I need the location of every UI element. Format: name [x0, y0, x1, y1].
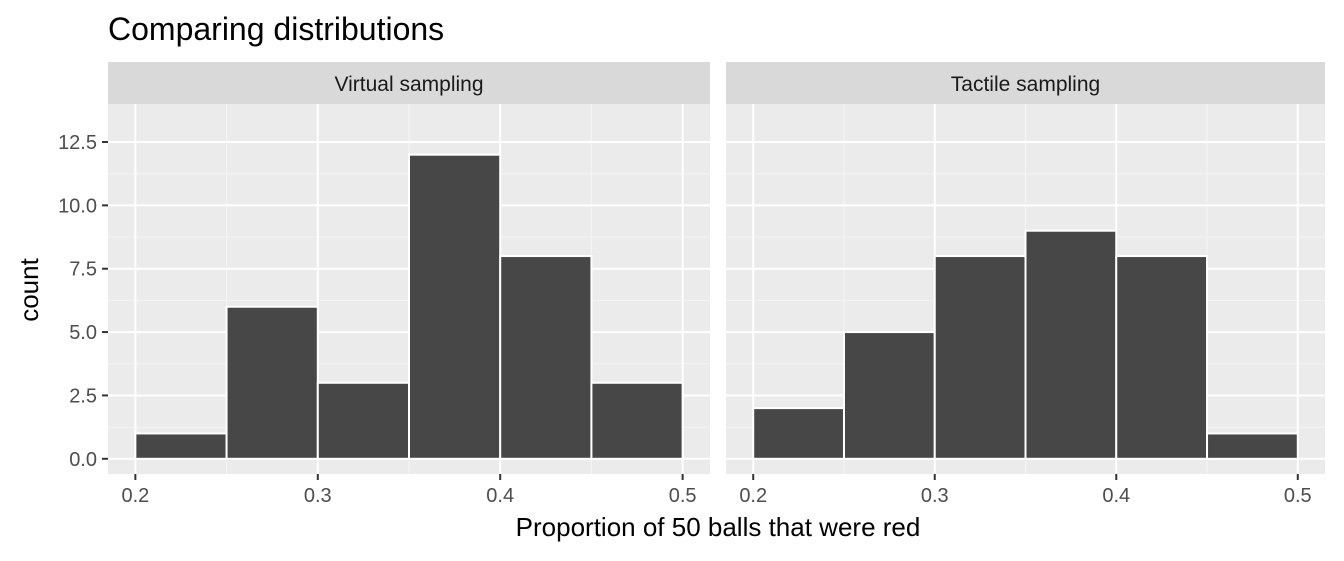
x-tick-label: 0.2: [739, 485, 767, 507]
histogram-bar: [1115, 255, 1209, 460]
histogram-bar: [842, 331, 936, 460]
histogram-bar: [590, 381, 684, 460]
x-axes: 0.2 0.3 0.4 0.5 0.2 0.3 0.4 0.5: [121, 474, 1312, 507]
facet-panels: Virtual sampling Tactile sampling: [108, 62, 1325, 474]
x-tick-label: 0.2: [121, 485, 149, 507]
y-tick-label: 2.5: [69, 385, 97, 407]
facet-strip: [726, 62, 1325, 104]
y-axis-label: count: [14, 257, 44, 321]
histogram-bar: [1206, 432, 1299, 460]
x-tick-label: 0.4: [486, 485, 514, 507]
histogram-bar: [316, 381, 410, 460]
x-axis: 0.2 0.3 0.4 0.5: [121, 474, 697, 507]
x-tick-label: 0.3: [921, 485, 949, 507]
x-tick-label: 0.5: [669, 485, 697, 507]
histogram-bar: [408, 153, 502, 460]
facet-strip-label: Tactile sampling: [951, 73, 1100, 96]
x-tick-label: 0.4: [1102, 485, 1130, 507]
histogram-bar: [933, 255, 1027, 460]
y-tick-label: 0.0: [69, 449, 97, 471]
y-tick-label: 12.5: [58, 132, 97, 154]
facet-strip-label: Virtual sampling: [334, 73, 483, 96]
facet-strip: [108, 62, 710, 104]
histogram-bar: [499, 255, 593, 460]
histogram-bar: [752, 407, 845, 460]
chart-title: Comparing distributions: [108, 11, 444, 47]
histogram-bars: [134, 153, 684, 460]
x-tick-label: 0.5: [1284, 485, 1312, 507]
facet-panel: Virtual sampling: [108, 62, 710, 474]
y-tick-label: 5.0: [69, 322, 97, 344]
x-tick-label: 0.3: [304, 485, 332, 507]
x-axis-label: Proportion of 50 balls that were red: [516, 512, 921, 542]
facet-panel: Tactile sampling: [726, 62, 1325, 474]
histogram-bar: [225, 305, 319, 460]
x-axis: 0.2 0.3 0.4 0.5: [739, 474, 1312, 507]
histogram-bars: [752, 229, 1299, 460]
y-tick-label: 7.5: [69, 259, 97, 281]
y-tick-label: 10.0: [58, 195, 97, 217]
y-axis: 0.0 2.5 5.0 7.5 10.0 12.5: [58, 132, 108, 471]
histogram-bar: [134, 432, 228, 460]
histogram-bar: [1024, 229, 1118, 460]
